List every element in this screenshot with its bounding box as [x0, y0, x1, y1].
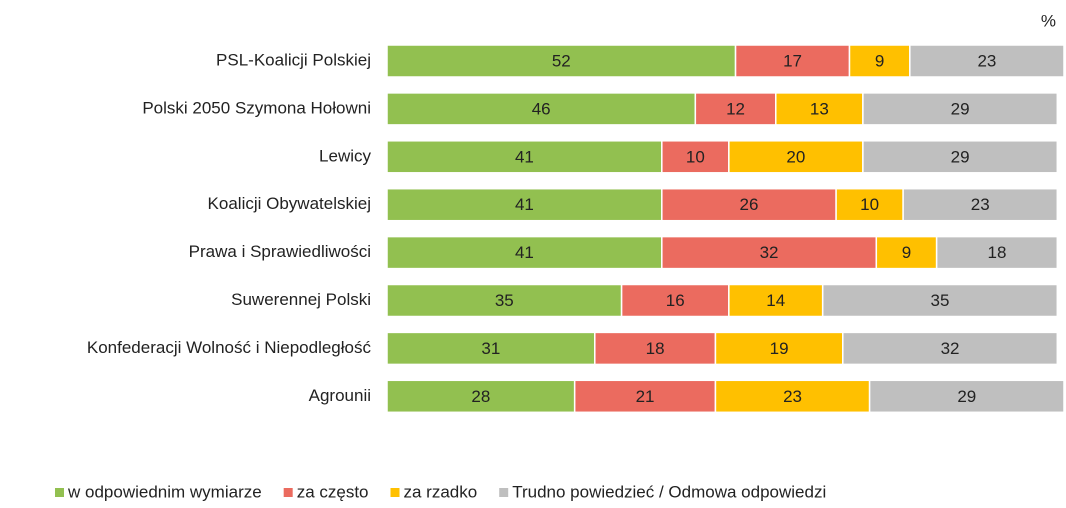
bar-segment: [386, 331, 596, 366]
value-label: 52: [552, 51, 571, 70]
bar-segment: [694, 92, 777, 126]
bar-segment: [661, 187, 837, 222]
category-label: Polski 2050 Szymona Hołowni: [142, 98, 371, 117]
value-label: 32: [941, 339, 960, 358]
value-label: 29: [951, 99, 970, 118]
value-label: 41: [515, 147, 534, 166]
value-label: 23: [783, 387, 802, 406]
value-label: 18: [988, 243, 1007, 262]
category-label: Lewicy: [319, 146, 371, 165]
legend-swatch: [499, 488, 509, 497]
bar-segment: [661, 235, 878, 270]
bar-segment: [875, 235, 938, 270]
value-label: 46: [532, 99, 551, 118]
value-label: 9: [875, 51, 884, 70]
bar-segment: [862, 140, 1059, 174]
bar-segment: [386, 235, 663, 270]
bar-segment: [821, 283, 1059, 318]
value-label: 10: [686, 147, 705, 166]
bar-segment: [909, 44, 1065, 78]
value-label: 18: [646, 339, 665, 358]
value-label: 19: [770, 339, 789, 358]
value-label: 28: [471, 387, 490, 406]
value-label: 35: [495, 291, 514, 310]
bar-segment: [848, 44, 911, 78]
value-label: 29: [957, 387, 976, 406]
category-label: Konfederacji Wolność i Niepodległość: [87, 338, 372, 357]
value-label: 23: [971, 195, 990, 214]
value-label: 21: [636, 387, 655, 406]
legend-label: za często: [297, 482, 369, 501]
bar-segment: [714, 379, 871, 414]
bar-segment: [862, 92, 1059, 126]
bar-segment: [386, 92, 697, 126]
bar-segment: [386, 44, 737, 78]
bar-segment: [386, 140, 663, 174]
legend-swatch: [55, 488, 64, 497]
category-label: Agrounii: [309, 386, 371, 405]
bar-segment: [386, 187, 663, 222]
bar-segment: [386, 283, 623, 318]
bar-segment: [620, 283, 730, 318]
value-label: 9: [902, 243, 911, 262]
value-label: 12: [726, 99, 745, 118]
value-label: 41: [515, 195, 534, 214]
value-label: 13: [810, 99, 829, 118]
legend-swatch: [283, 488, 293, 497]
value-label: 20: [786, 147, 805, 166]
value-label: 14: [766, 291, 785, 310]
legend-swatch: [390, 488, 400, 497]
bar-segment: [935, 235, 1059, 270]
category-label: Suwerennej Polski: [231, 290, 371, 309]
value-label: 32: [760, 243, 779, 262]
category-label: PSL-Koalicji Polskiej: [216, 50, 371, 69]
bar-segment: [661, 140, 730, 174]
value-label: 35: [931, 291, 950, 310]
bar-segment: [386, 379, 576, 414]
legend-label: za rzadko: [404, 482, 478, 501]
legend-label: Trudno powiedzieć / Odmowa odpowiedzi: [512, 482, 826, 501]
bar-segment: [902, 187, 1059, 222]
value-label: 31: [481, 339, 500, 358]
category-label: Prawa i Sprawiedliwości: [189, 242, 371, 261]
unit-label: %: [1041, 11, 1056, 30]
value-label: 29: [951, 147, 970, 166]
bar-segment: [775, 92, 864, 126]
bar-segment: [868, 379, 1065, 414]
value-label: 23: [977, 51, 996, 70]
value-label: 16: [666, 291, 685, 310]
bar-segment: [842, 331, 1059, 366]
value-label: 26: [739, 195, 758, 214]
value-label: 10: [860, 195, 879, 214]
bar-segment: [734, 44, 851, 78]
bar-segment: [728, 283, 824, 318]
legend-label: w odpowiednim wymiarze: [67, 482, 262, 501]
category-label: Koalicji Obywatelskiej: [208, 194, 371, 213]
value-label: 17: [783, 51, 802, 70]
value-label: 41: [515, 243, 534, 262]
bar-segment: [714, 331, 844, 366]
